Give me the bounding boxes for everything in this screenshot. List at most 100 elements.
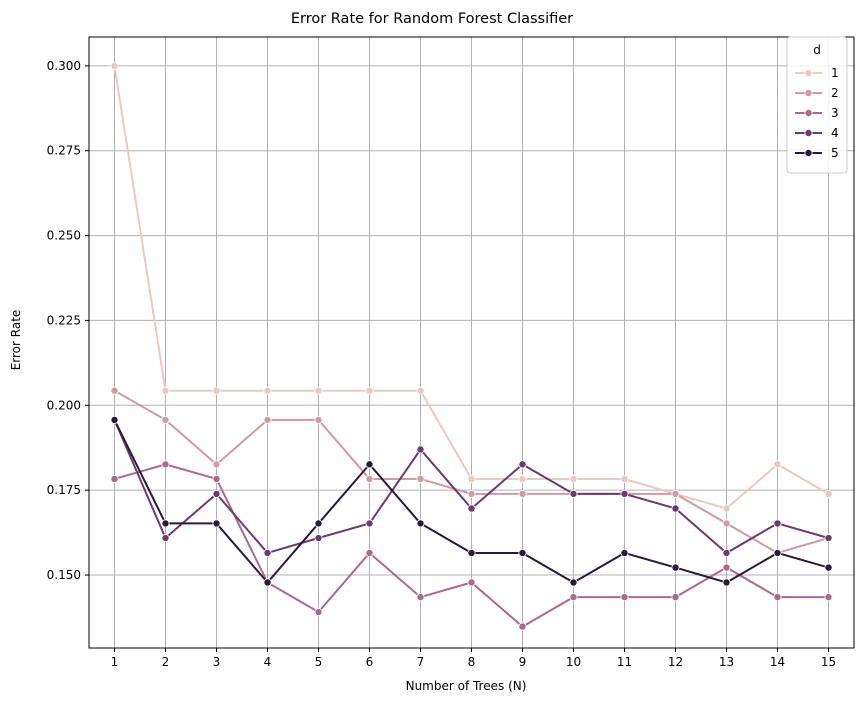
- data-point: [161, 460, 170, 469]
- x-tick-label: 6: [366, 655, 374, 669]
- legend-swatch-marker: [804, 109, 813, 118]
- legend-label: 4: [831, 126, 839, 140]
- data-point: [620, 548, 629, 557]
- x-tick-label: 15: [821, 655, 836, 669]
- data-point: [467, 504, 476, 513]
- data-point: [671, 593, 680, 602]
- legend-swatch-marker: [804, 89, 813, 98]
- data-point: [212, 489, 221, 498]
- data-point: [722, 578, 731, 587]
- data-point: [263, 386, 272, 395]
- x-tick-label: 9: [519, 655, 527, 669]
- data-point: [161, 415, 170, 424]
- data-point: [620, 474, 629, 483]
- legend-item: 2: [795, 86, 839, 100]
- legend-item: 4: [795, 126, 839, 140]
- x-tick-label: 2: [162, 655, 170, 669]
- y-tick-label: 0.225: [47, 313, 81, 327]
- data-point: [773, 593, 782, 602]
- data-point: [569, 489, 578, 498]
- data-point: [416, 593, 425, 602]
- y-tick-label: 0.250: [47, 229, 81, 243]
- data-point: [620, 593, 629, 602]
- data-point: [365, 519, 374, 528]
- data-point: [773, 519, 782, 528]
- y-tick-label: 0.150: [47, 568, 81, 582]
- legend-swatch-marker: [804, 128, 813, 137]
- data-point: [212, 519, 221, 528]
- data-point: [518, 489, 527, 498]
- data-point: [671, 504, 680, 513]
- data-point: [518, 622, 527, 631]
- data-point: [314, 534, 323, 543]
- legend-label: 5: [831, 146, 839, 160]
- legend-swatch-marker: [804, 148, 813, 157]
- legend-label: 2: [831, 86, 839, 100]
- data-point: [212, 386, 221, 395]
- x-axis-ticks: 1 2 3 4 5 6 7 8 9 10 11 12 13 14 15: [111, 648, 836, 669]
- legend-box: [786, 36, 848, 174]
- data-point: [824, 563, 833, 572]
- data-point: [467, 548, 476, 557]
- data-point: [569, 474, 578, 483]
- x-tick-label: 4: [264, 655, 272, 669]
- data-point: [416, 519, 425, 528]
- series-2: [110, 386, 833, 557]
- data-point: [314, 608, 323, 617]
- x-tick-label: 5: [315, 655, 323, 669]
- series-5: [110, 415, 833, 587]
- data-point: [365, 474, 374, 483]
- x-tick-label: 8: [468, 655, 476, 669]
- legend-item: 5: [795, 146, 839, 160]
- series-1: [110, 61, 833, 513]
- data-point: [518, 460, 527, 469]
- legend-item: 1: [795, 66, 839, 80]
- data-point: [518, 548, 527, 557]
- data-point: [263, 415, 272, 424]
- data-point: [416, 445, 425, 454]
- y-tick-label: 0.175: [47, 483, 81, 497]
- x-tick-label: 13: [719, 655, 734, 669]
- chart-title: Error Rate for Random Forest Classifier: [291, 11, 573, 27]
- data-point: [824, 593, 833, 602]
- legend-label: 3: [831, 106, 839, 120]
- data-point: [671, 489, 680, 498]
- data-point: [467, 578, 476, 587]
- data-point: [314, 519, 323, 528]
- x-tick-label: 11: [617, 655, 632, 669]
- data-point: [263, 548, 272, 557]
- data-point: [569, 578, 578, 587]
- data-point: [722, 519, 731, 528]
- data-point: [722, 504, 731, 513]
- data-point: [773, 548, 782, 557]
- series-layer: [110, 61, 833, 631]
- data-point: [467, 474, 476, 483]
- x-tick-label: 12: [668, 655, 683, 669]
- data-point: [620, 489, 629, 498]
- x-axis-label: Number of Trees (N): [406, 679, 527, 693]
- y-tick-label: 0.200: [47, 398, 81, 412]
- y-axis-ticks: 0.150 0.175 0.200 0.225 0.250 0.275 0.300: [47, 59, 89, 582]
- data-point: [671, 563, 680, 572]
- legend-title: d: [813, 43, 821, 57]
- x-tick-label: 7: [417, 655, 425, 669]
- data-point: [365, 548, 374, 557]
- data-point: [365, 386, 374, 395]
- data-point: [212, 474, 221, 483]
- data-point: [314, 415, 323, 424]
- data-point: [314, 386, 323, 395]
- data-point: [161, 519, 170, 528]
- data-point: [110, 386, 119, 395]
- y-tick-label: 0.275: [47, 144, 81, 158]
- x-tick-label: 1: [111, 655, 119, 669]
- data-point: [365, 460, 374, 469]
- data-point: [773, 460, 782, 469]
- data-point: [569, 593, 578, 602]
- data-point: [110, 61, 119, 70]
- x-tick-label: 3: [213, 655, 221, 669]
- data-point: [416, 386, 425, 395]
- data-point: [161, 386, 170, 395]
- legend-item: 3: [795, 106, 839, 120]
- data-point: [416, 474, 425, 483]
